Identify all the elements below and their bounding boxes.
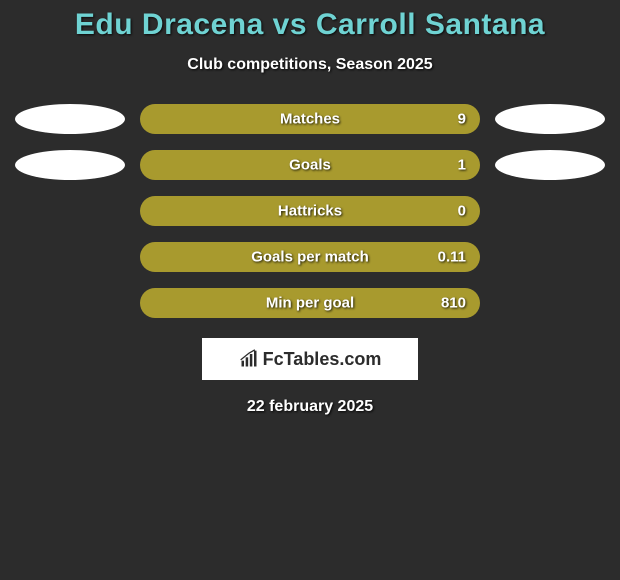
right-ellipse [495,104,605,134]
date-text: 22 february 2025 [0,398,620,416]
stat-row: Hattricks 0 [0,196,620,226]
stat-bar: Hattricks 0 [140,196,480,226]
stat-row: Goals 1 [0,150,620,180]
stat-label: Goals per match [251,249,369,266]
stat-label: Goals [289,157,331,174]
stat-label: Matches [280,111,340,128]
subtitle: Club competitions, Season 2025 [0,56,620,74]
comparison-infographic: Edu Dracena vs Carroll Santana Club comp… [0,0,620,416]
stat-value: 9 [458,111,466,128]
bar-chart-icon [239,349,259,369]
stat-bar: Min per goal 810 [140,288,480,318]
stat-row: Min per goal 810 [0,288,620,318]
logo: FcTables.com [239,349,382,370]
logo-text: FcTables.com [263,349,382,370]
left-ellipse [15,150,125,180]
stat-value: 0 [458,203,466,220]
stat-value: 1 [458,157,466,174]
stat-bar: Goals per match 0.11 [140,242,480,272]
stats-area: Matches 9 Goals 1 Hattricks 0 Goals per match 0… [0,104,620,318]
stat-label: Min per goal [266,295,354,312]
stat-value: 0.11 [438,249,466,266]
stat-row: Matches 9 [0,104,620,134]
left-ellipse [15,104,125,134]
right-ellipse [495,150,605,180]
stat-bar: Matches 9 [140,104,480,134]
logo-box: FcTables.com [202,338,418,380]
stat-label: Hattricks [278,203,342,220]
stat-value: 810 [441,295,466,312]
page-title: Edu Dracena vs Carroll Santana [0,8,620,42]
stat-bar: Goals 1 [140,150,480,180]
stat-row: Goals per match 0.11 [0,242,620,272]
